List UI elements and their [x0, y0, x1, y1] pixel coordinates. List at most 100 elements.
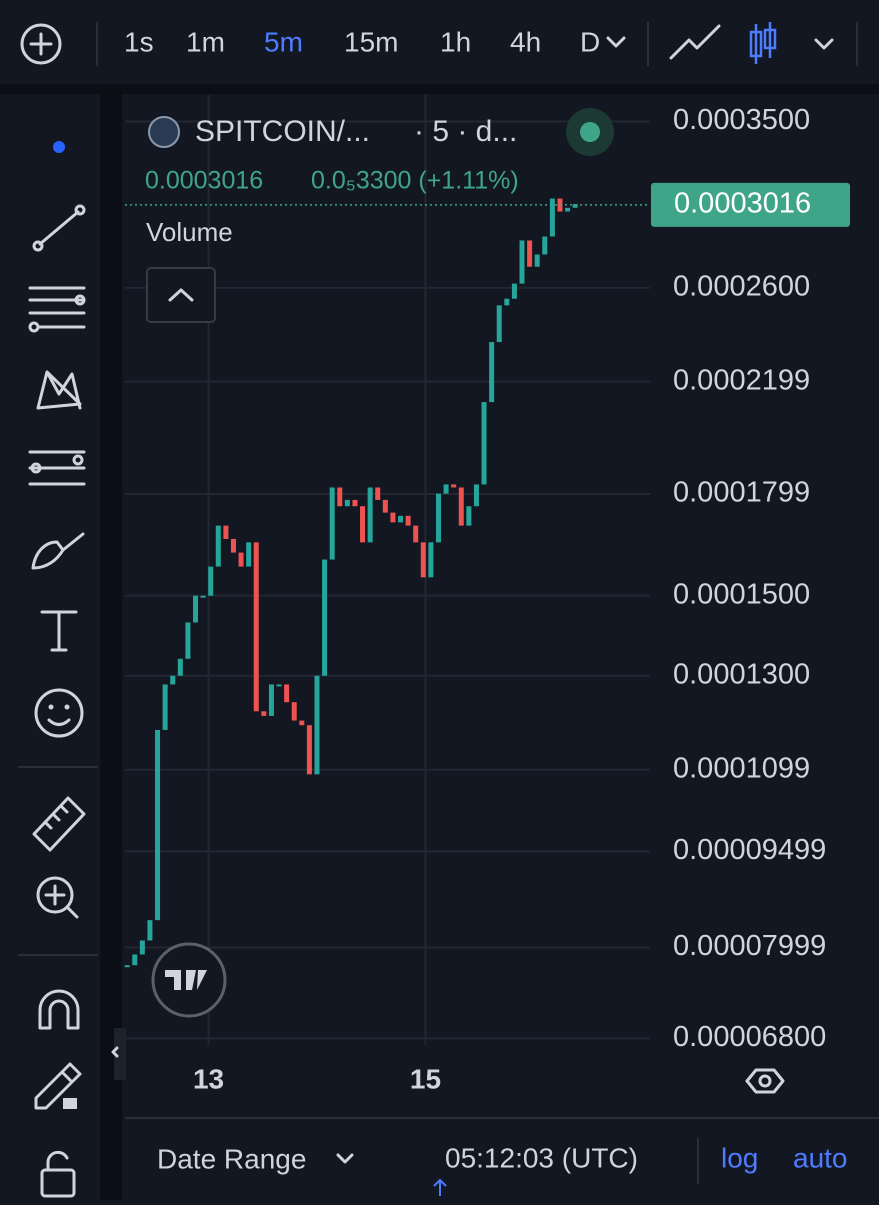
cursor-tool[interactable] — [53, 141, 65, 153]
text-tool[interactable] — [40, 610, 78, 652]
emoji-tool[interactable] — [34, 688, 84, 738]
chart-type-menu[interactable] — [814, 38, 834, 50]
y-tick-label: 0.0001500 — [673, 578, 810, 610]
candle — [208, 566, 214, 596]
candle — [261, 711, 267, 716]
candle — [473, 484, 479, 507]
candle — [519, 240, 525, 284]
candle — [390, 512, 396, 523]
candle — [223, 525, 229, 539]
log-toggle[interactable]: log — [721, 1142, 758, 1173]
candle — [420, 542, 426, 578]
add-button[interactable] — [20, 23, 62, 65]
candle — [124, 965, 130, 968]
plot: 0.0003500 0.0002600 0.0002199 0.0001799 0.00… — [124, 95, 850, 1094]
tv-logo[interactable] — [151, 942, 227, 1018]
candle — [458, 487, 464, 526]
candle — [382, 499, 388, 513]
candle — [496, 305, 502, 343]
interval-button[interactable]: 5m — [264, 26, 303, 57]
date-range[interactable]: Date Range — [157, 1143, 306, 1174]
candle — [443, 484, 449, 494]
more-intervals[interactable] — [606, 36, 626, 48]
candle — [155, 729, 161, 921]
unlock-tool[interactable] — [40, 1150, 76, 1198]
candle — [534, 254, 540, 267]
candle — [132, 954, 138, 966]
candle — [299, 720, 305, 726]
interval-button[interactable]: 1s — [124, 26, 154, 57]
date-range-chevron — [336, 1153, 354, 1164]
symbol-logo — [148, 116, 180, 148]
lock-drawings[interactable] — [34, 1062, 82, 1110]
divider — [0, 84, 879, 94]
line-style[interactable] — [669, 24, 721, 60]
candle — [360, 506, 366, 543]
interval-button[interactable]: 1h — [440, 26, 471, 57]
collapse-legend[interactable] — [146, 267, 216, 323]
settings[interactable] — [745, 1068, 785, 1094]
candle — [329, 487, 335, 560]
candle — [147, 920, 153, 941]
candle — [322, 559, 328, 676]
candle — [489, 342, 495, 403]
candle — [549, 198, 555, 237]
pattern-tool[interactable] — [36, 370, 82, 410]
candle — [527, 240, 533, 267]
y-tick-label: 0.0003500 — [673, 104, 810, 136]
interval-button[interactable]: 15m — [344, 26, 398, 57]
candle — [504, 298, 510, 306]
candle — [246, 542, 252, 567]
y-tick-label: 0.0001099 — [673, 752, 810, 784]
last-price-tag — [651, 182, 850, 227]
interval-button[interactable]: D — [580, 26, 600, 57]
symbol[interactable]: SPITCOIN/... — [195, 115, 370, 148]
market-status — [580, 122, 600, 142]
candle — [413, 525, 419, 543]
interval-button[interactable]: 1m — [186, 26, 225, 57]
candle — [428, 542, 434, 578]
candle-style[interactable] — [749, 22, 777, 64]
candle — [291, 702, 297, 721]
candle — [253, 542, 259, 712]
scroll-marker — [433, 1178, 447, 1196]
symbol-meta: · 5 · d... — [414, 115, 517, 148]
zoom-tool[interactable] — [36, 876, 79, 919]
candle — [435, 493, 441, 543]
candle — [398, 515, 404, 523]
y-tick-label: 0.00009499 — [673, 834, 826, 866]
candle — [337, 487, 343, 507]
candle — [405, 515, 411, 526]
brush-tool[interactable] — [31, 532, 85, 570]
chevron-up — [168, 288, 194, 302]
y-tick-label: 0.0002600 — [673, 271, 810, 303]
candle — [481, 402, 487, 485]
candle — [200, 595, 206, 598]
prediction-tool[interactable] — [28, 450, 86, 486]
candle — [314, 675, 320, 775]
candle — [170, 675, 176, 685]
ruler-tool[interactable] — [32, 796, 86, 852]
trend-line-tool[interactable] — [32, 204, 86, 252]
candle — [162, 684, 168, 730]
candle — [572, 204, 578, 208]
fib-tool[interactable] — [28, 286, 86, 333]
interval-button[interactable]: 4h — [510, 26, 541, 57]
divider — [100, 94, 122, 1200]
x-tick-label: 13 — [193, 1063, 224, 1094]
candle — [306, 725, 312, 775]
candle — [511, 283, 517, 299]
last-price-label: 0.0003016 — [674, 187, 811, 219]
collapse-handle[interactable] — [114, 1028, 126, 1080]
candle — [139, 940, 145, 955]
candle — [557, 198, 563, 212]
magnet-tool[interactable] — [38, 989, 80, 1030]
candle — [451, 484, 457, 488]
candle — [344, 499, 350, 507]
y-tick-label: 0.0002199 — [673, 364, 810, 396]
candle — [352, 499, 358, 507]
y-tick-label: 0.00007999 — [673, 930, 826, 962]
auto-toggle[interactable]: auto — [793, 1142, 848, 1173]
